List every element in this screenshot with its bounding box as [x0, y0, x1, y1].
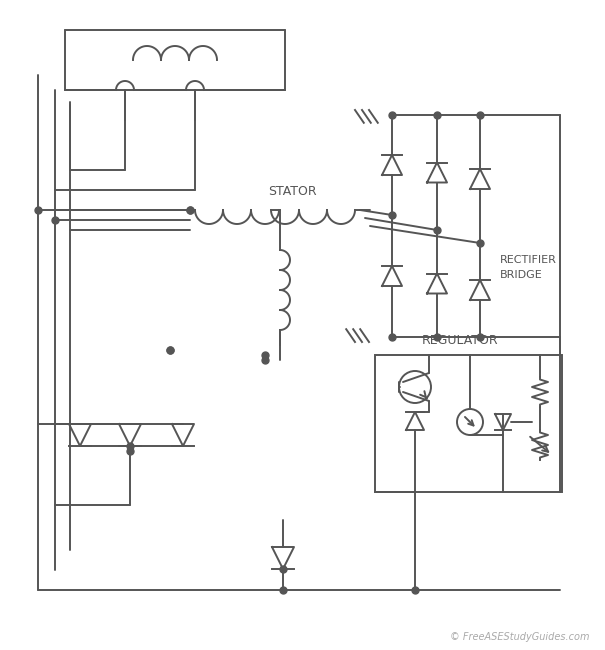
Text: STATOR: STATOR	[268, 185, 316, 198]
Bar	[375, 355, 562, 492]
Text: RECTIFIER: RECTIFIER	[500, 255, 557, 265]
Text: © FreeASEStudyGuides.com: © FreeASEStudyGuides.com	[451, 632, 590, 642]
Text: BRIDGE: BRIDGE	[500, 270, 543, 280]
Text: REGULATOR: REGULATOR	[422, 334, 499, 347]
